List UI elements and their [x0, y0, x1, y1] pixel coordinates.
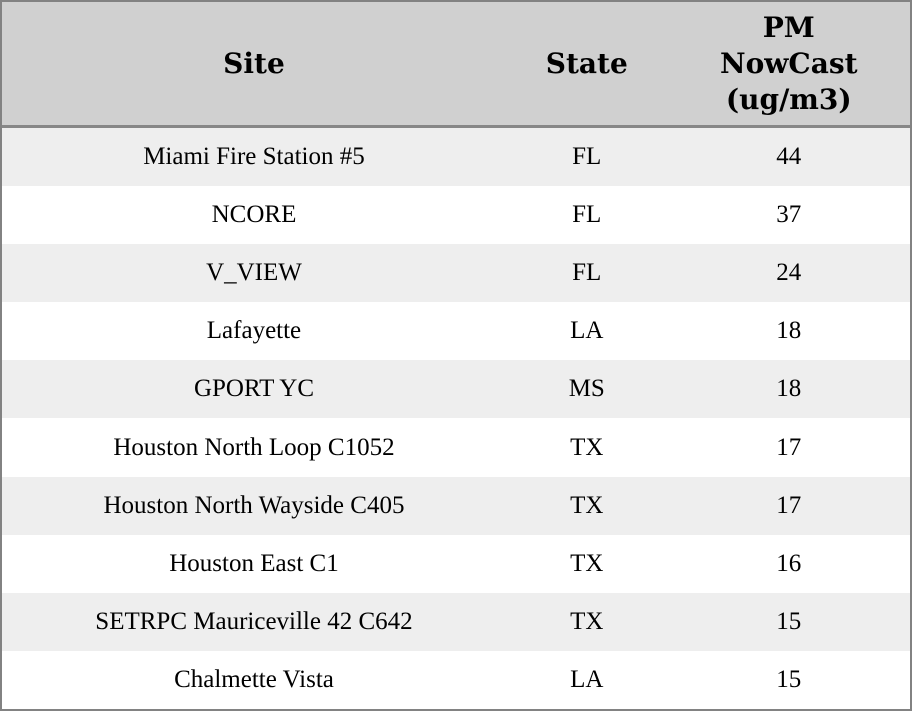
site-cell: Houston North Loop C1052: [113, 433, 395, 461]
table-row: Miami Fire Station #5 FL 44: [2, 126, 910, 187]
state-cell: TX: [570, 607, 604, 635]
table-row: GPORT YC MS 18: [2, 360, 910, 419]
site-cell: V_VIEW: [206, 259, 302, 287]
table-row: Chalmette Vista LA 15: [2, 650, 910, 709]
site-cell: Houston East C1: [169, 549, 339, 577]
pm-value-cell: 44: [776, 143, 802, 171]
state-cell: LA: [570, 317, 604, 345]
state-cell: TX: [570, 549, 604, 577]
table-row: Houston East C1 TX 16: [2, 534, 910, 593]
site-cell: GPORT YC: [193, 375, 314, 403]
table-body: Miami Fire Station #5 FL 44 NCORE FL 37 …: [2, 126, 910, 709]
state-cell: TX: [570, 491, 604, 519]
site-cell: Houston North Wayside C405: [103, 491, 405, 519]
column-header-pm-nowcast: PM NowCast (ug/m3): [667, 2, 910, 128]
pm-value-cell: 17: [776, 433, 802, 461]
table-row: NCORE FL 37: [2, 186, 910, 245]
column-header-site: Site: [2, 2, 506, 128]
state-cell: TX: [570, 433, 604, 461]
state-cell: FL: [572, 143, 602, 171]
table-row: Houston North Wayside C405 TX 17: [2, 476, 910, 535]
pm-value-cell: 37: [776, 201, 802, 229]
column-header-pm-nowcast-label: PM NowCast (ug/m3): [720, 10, 858, 116]
site-cell: Lafayette: [206, 317, 302, 345]
table-row: Lafayette LA 18: [2, 302, 910, 361]
pm-value-cell: 18: [776, 317, 802, 345]
table-row: Houston North Loop C1052 TX 17: [2, 418, 910, 477]
column-header-state: State: [505, 2, 668, 128]
state-cell: LA: [570, 665, 604, 693]
header-row: Site State PM NowCast (ug/m3): [2, 2, 910, 128]
table-header: Site State PM NowCast (ug/m3): [2, 2, 910, 128]
site-cell: NCORE: [211, 201, 297, 229]
state-cell: MS: [568, 375, 605, 403]
column-header-state-label: State: [545, 47, 628, 81]
pm-value-cell: 15: [776, 665, 802, 693]
state-cell: FL: [572, 259, 602, 287]
state-cell: FL: [572, 201, 602, 229]
site-cell: Miami Fire Station #5: [143, 143, 365, 171]
pm-value-cell: 24: [776, 259, 802, 287]
pm-value-cell: 15: [776, 607, 802, 635]
pm-value-cell: 18: [776, 375, 802, 403]
pm-value-cell: 16: [776, 549, 802, 577]
site-cell: Chalmette Vista: [174, 665, 334, 693]
pm-value-cell: 17: [776, 491, 802, 519]
table-row: V_VIEW FL 24: [2, 244, 910, 303]
column-header-site-label: Site: [223, 47, 285, 81]
table-row: SETRPC Mauriceville 42 C642 TX 15: [2, 592, 910, 651]
site-cell: SETRPC Mauriceville 42 C642: [95, 607, 413, 635]
